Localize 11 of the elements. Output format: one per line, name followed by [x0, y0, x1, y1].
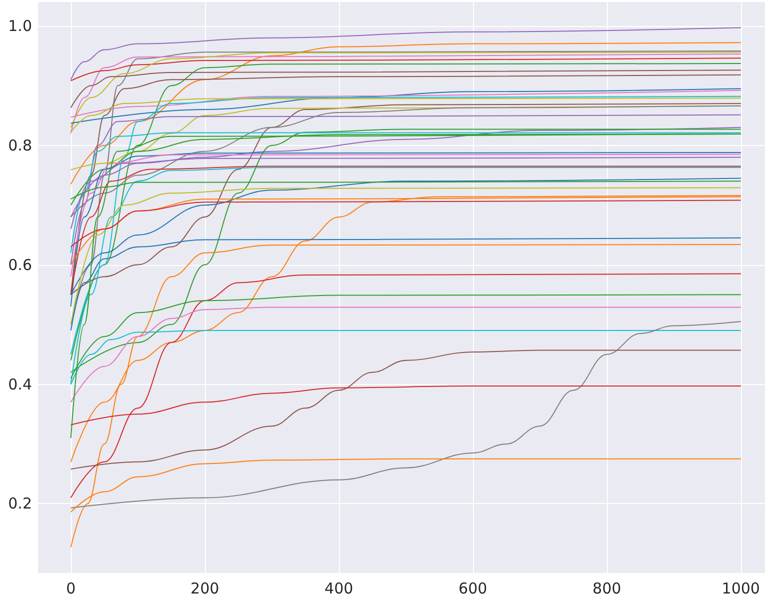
- y-tick-label: 0.2: [8, 494, 32, 513]
- x-tick-label: 1000: [722, 580, 760, 596]
- y-tick-label: 1.0: [8, 16, 32, 35]
- y-tick-label: 0.8: [8, 136, 32, 154]
- y-tick-label: 0.6: [8, 256, 32, 274]
- x-tick-label: 200: [190, 580, 220, 596]
- x-tick-label: 800: [592, 580, 622, 596]
- y-tick-label: 0.4: [8, 375, 32, 394]
- x-tick-label: 600: [458, 580, 488, 596]
- x-tick-label: 0: [66, 580, 76, 596]
- x-tick-label: 400: [324, 580, 354, 596]
